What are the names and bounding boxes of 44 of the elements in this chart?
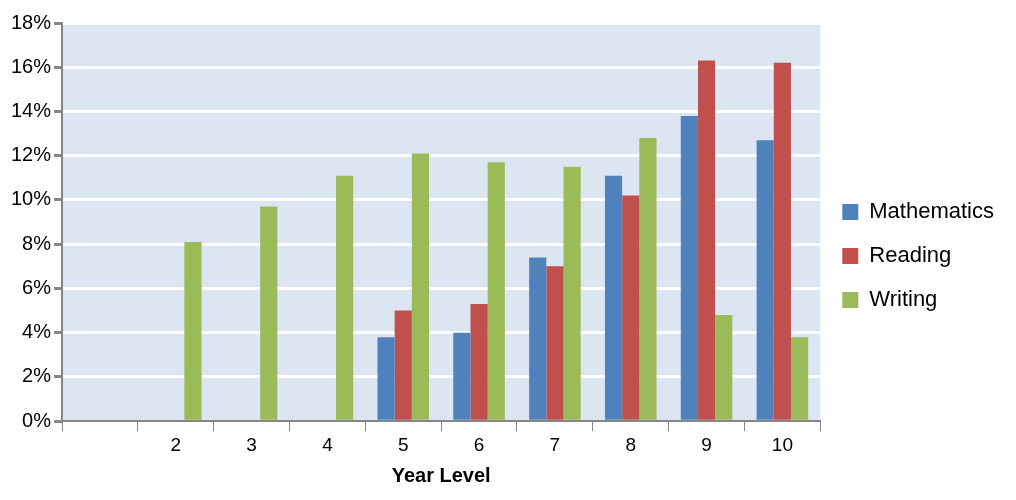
bar (756, 140, 774, 420)
bar (715, 315, 733, 420)
bar (546, 266, 564, 420)
x-tick-label: 5 (397, 433, 409, 455)
bar (622, 195, 640, 420)
bar (790, 337, 809, 420)
x-tick-label: 8 (625, 433, 637, 455)
bar (680, 115, 698, 420)
bar (604, 175, 623, 420)
y-tick-label: 16% (11, 54, 52, 77)
x-tick-label: 2 (170, 433, 182, 455)
y-tick-label: 2% (22, 364, 52, 387)
y-tick-label: 14% (11, 99, 52, 121)
x-tick-label: 4 (322, 433, 334, 455)
bar (411, 153, 430, 420)
y-tick-label: 12% (11, 143, 52, 166)
bar (394, 310, 412, 420)
bar (184, 242, 202, 420)
bar (529, 257, 547, 420)
legend-label: Writing (869, 286, 938, 312)
bar (470, 303, 488, 420)
bar (639, 138, 657, 420)
y-tick-label: 8% (22, 231, 52, 254)
bar (487, 162, 505, 420)
bar (336, 175, 354, 420)
x-tick-label: 6 (473, 433, 485, 455)
x-axis-title: Year Level (391, 463, 491, 486)
bar (377, 337, 395, 420)
x-tick-label: 9 (701, 433, 712, 455)
x-tick-label: 10 (771, 433, 793, 455)
bar (697, 60, 716, 420)
bar (563, 166, 581, 420)
y-tick-label: 18% (11, 10, 52, 33)
y-tick-label: 0% (22, 408, 52, 431)
y-tick-label: 4% (22, 320, 52, 343)
x-tick-label: 7 (549, 433, 561, 455)
legend-label: Mathematics (869, 198, 995, 224)
y-tick-label: 10% (11, 187, 52, 210)
y-tick-label: 6% (22, 275, 52, 298)
bar (453, 332, 471, 420)
legend-label: Reading (869, 242, 952, 268)
bar (260, 206, 278, 420)
bar (773, 62, 791, 420)
x-tick-label: 3 (246, 433, 257, 455)
